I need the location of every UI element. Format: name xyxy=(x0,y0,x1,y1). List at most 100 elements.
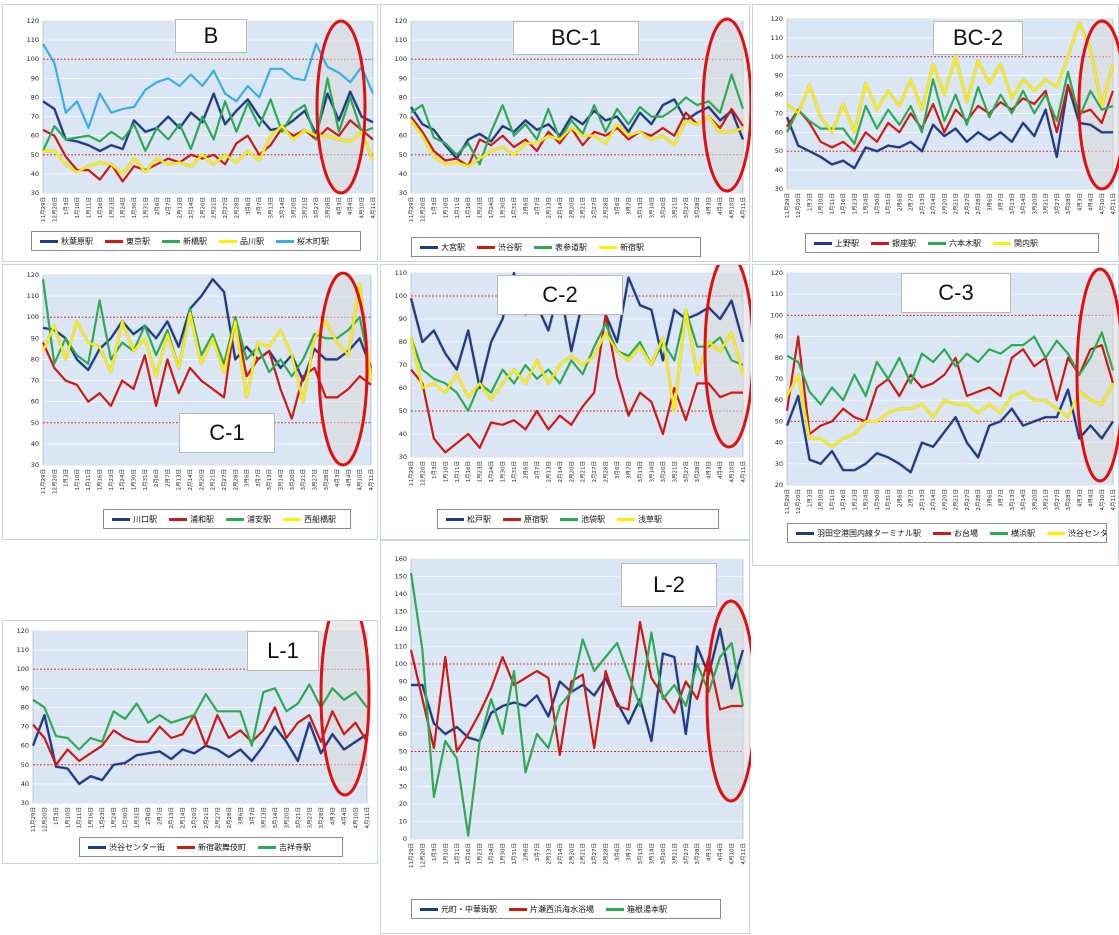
x-tick-label: 2月14日 xyxy=(557,843,564,865)
x-tick-label: 2月20日 xyxy=(941,489,948,511)
x-tick-label: 12月20日 xyxy=(419,197,426,222)
x-tick-label: 2月14日 xyxy=(180,807,187,829)
y-tick-label: 120 xyxy=(771,269,783,277)
legend-item: 六本木駅 xyxy=(928,238,981,249)
x-tick-label: 3月20日 xyxy=(289,469,296,491)
x-tick-label: 2月20日 xyxy=(568,461,575,483)
y-tick-label: 80 xyxy=(775,91,783,99)
x-tick-label: 3月28日 xyxy=(318,807,325,829)
x-tick-label: 2月21日 xyxy=(211,197,218,219)
x-tick-label: 1月24日 xyxy=(111,807,118,829)
y-tick-label: 100 xyxy=(27,313,39,321)
x-tick-label: 2月6日 xyxy=(522,461,529,479)
y-tick-label: 30 xyxy=(775,460,783,468)
x-tick-label: 4月3日 xyxy=(1076,489,1083,507)
y-tick-label: 100 xyxy=(27,55,39,63)
x-tick-label: 1月30日 xyxy=(131,197,138,219)
x-tick-label: 2月20日 xyxy=(198,469,205,491)
x-tick-label: 4月11日 xyxy=(740,197,747,219)
x-tick-label: 2月20日 xyxy=(568,197,575,219)
x-tick-label: 2月28日 xyxy=(226,807,233,829)
x-tick-label: 3月6日 xyxy=(614,197,621,215)
legend-label: 川口駅 xyxy=(133,514,157,524)
legend-swatch xyxy=(933,531,951,535)
x-tick-label: 3月7日 xyxy=(249,807,256,825)
y-tick-label: 60 xyxy=(21,742,29,750)
x-tick-label: 1月11日 xyxy=(454,461,461,483)
y-tick-label: 30 xyxy=(21,799,29,807)
series-line-4 xyxy=(41,282,373,403)
x-tick-label: 3月14日 xyxy=(1020,489,1027,511)
legend-item: 箱根湯本駅 xyxy=(606,904,667,915)
y-tick-label: 90 xyxy=(21,684,29,692)
legend-item: 原宿駅 xyxy=(503,514,548,525)
x-tick-label: 1月30日 xyxy=(500,843,507,865)
x-tick-label: 4月10日 xyxy=(1099,489,1106,511)
y-tick-label: 70 xyxy=(775,109,783,117)
y-tick-label: 50 xyxy=(31,419,39,427)
legend-item: 西船橋駅 xyxy=(283,514,336,525)
x-tick-label: 1月30日 xyxy=(500,461,507,483)
highlight-ellipse xyxy=(317,271,369,467)
x-tick-label: 4月4日 xyxy=(717,843,724,861)
y-tick-label: 40 xyxy=(21,780,29,788)
x-tick-label: 4月11日 xyxy=(1110,193,1117,215)
x-tick-label: 1月31日 xyxy=(885,193,892,215)
x-tick-label: 1月30日 xyxy=(500,197,507,219)
x-tick-label: 1月31日 xyxy=(142,197,149,219)
chart-legend: 羽田空港国内線ターミナル駅 お台場 横浜駅 渋谷センター街 xyxy=(787,523,1107,543)
legend-item: 浦和駅 xyxy=(169,514,214,525)
y-tick-label: 70 xyxy=(399,361,407,369)
x-tick-label: 3月13日 xyxy=(1009,489,1016,511)
chart-legend: 大宮駅 渋谷駅 表参道駅 新宿駅 xyxy=(411,237,701,257)
chart-title: C-1 xyxy=(179,413,275,453)
legend-swatch xyxy=(617,517,635,521)
y-tick-label: 120 xyxy=(27,271,39,279)
legend-label: 片瀬西浜海水浴場 xyxy=(530,904,594,914)
legend-swatch xyxy=(796,531,814,535)
legend-item: 関内駅 xyxy=(993,238,1038,249)
x-tick-label: 1月3日 xyxy=(806,193,813,211)
series-line-4 xyxy=(409,308,745,413)
x-tick-label: 4月10日 xyxy=(352,807,359,829)
legend-label: 新宿歌舞伎町 xyxy=(198,842,246,852)
x-tick-label: 4月11日 xyxy=(740,843,747,865)
x-tick-label: 2月7日 xyxy=(908,489,915,507)
y-tick-label: 110 xyxy=(17,646,29,654)
x-tick-label: 4月10日 xyxy=(729,197,736,219)
x-tick-label: 2月7日 xyxy=(164,469,171,487)
y-tick-label: 110 xyxy=(771,34,783,42)
x-tick-label: 4月4日 xyxy=(1088,193,1095,211)
x-tick-label: 1月10日 xyxy=(74,197,81,219)
x-tick-label: 2月20日 xyxy=(191,807,198,829)
y-tick-label: 80 xyxy=(31,355,39,363)
x-tick-label: 2月20日 xyxy=(199,197,206,219)
chart-legend: 秋葉原駅 東京駅 新橋駅 品川駅 桜木町駅 xyxy=(31,231,361,251)
legend-item: 片瀬西浜海水浴場 xyxy=(509,904,594,915)
chart-legend: 元町・中華街駅 片瀬西浜海水浴場 箱根湯本駅 xyxy=(411,899,721,919)
x-tick-label: 4月10日 xyxy=(357,469,364,491)
chart-svg: 30 40 50 60 70 80 90 100 110 120 11月29日 12月20日 1月3日 1… xyxy=(17,621,371,832)
x-tick-label: 3月21日 xyxy=(295,807,302,829)
legend-swatch xyxy=(105,239,123,243)
x-tick-label: 3月21日 xyxy=(1043,489,1050,511)
legend-label: 新宿駅 xyxy=(620,242,644,252)
series-line-2 xyxy=(409,620,743,757)
x-tick-label: 1月24日 xyxy=(488,461,495,483)
x-tick-label: 4月11日 xyxy=(364,807,371,829)
x-tick-label: 2月27日 xyxy=(214,807,221,829)
x-tick-label: 2月20日 xyxy=(568,843,575,865)
x-tick-label: 2月27日 xyxy=(591,843,598,865)
x-tick-label: 1月16日 xyxy=(840,489,847,511)
x-tick-label: 3月7日 xyxy=(255,469,262,487)
x-tick-label: 1月11日 xyxy=(454,843,461,865)
legend-swatch xyxy=(871,241,889,245)
y-tick-label: 50 xyxy=(399,748,407,756)
x-tick-label: 1月23日 xyxy=(477,843,484,865)
chart-title: BC-1 xyxy=(513,21,639,55)
y-tick-label: 80 xyxy=(399,93,407,101)
x-tick-label: 11月29日 xyxy=(784,489,791,514)
highlight-fill xyxy=(707,601,751,801)
legend-item: 川口駅 xyxy=(112,514,157,525)
series-line-5 xyxy=(42,42,375,130)
